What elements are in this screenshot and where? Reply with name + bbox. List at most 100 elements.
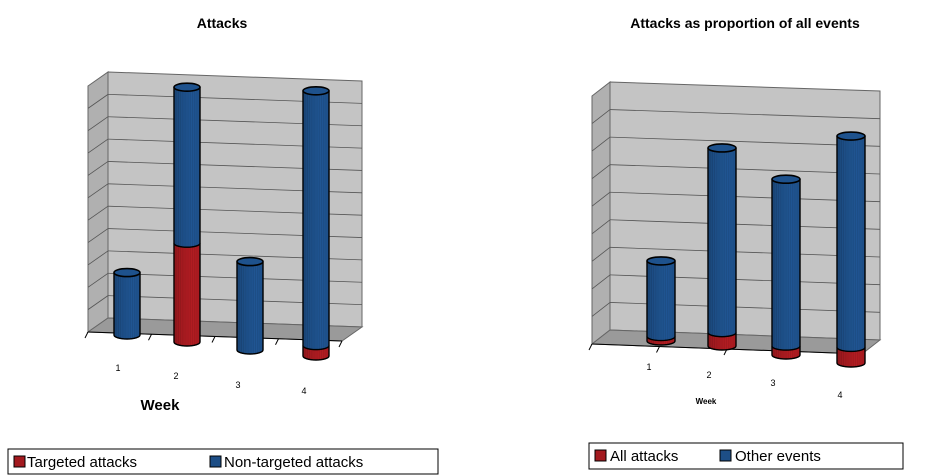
bar-cylinder <box>836 131 866 368</box>
bar-segment <box>113 272 141 340</box>
bar-cylinder <box>113 267 141 340</box>
bar-outline <box>771 179 801 351</box>
x-tick-label: 1 <box>646 362 651 372</box>
x-tick-label: 3 <box>235 380 240 390</box>
gridline <box>609 191 881 203</box>
bar-cylinder <box>173 82 201 347</box>
bar-outline <box>836 136 866 353</box>
bar-cap <box>646 256 676 266</box>
gridline <box>609 164 881 175</box>
bar-outline <box>646 260 676 342</box>
gridline <box>609 219 881 230</box>
bar-outline <box>707 332 737 351</box>
gridline-side <box>591 191 611 207</box>
bar-segment <box>302 90 330 351</box>
bar-cap <box>771 174 801 185</box>
gridline-side <box>87 161 109 176</box>
chart-title: Attacks <box>197 15 248 31</box>
gridline-side <box>87 295 109 310</box>
legend-label-targeted: Targeted attacks <box>27 454 137 471</box>
bar-outline <box>836 347 866 368</box>
bar-outline <box>236 261 264 355</box>
bar-segment <box>836 135 866 353</box>
gridline <box>609 136 881 147</box>
legend-swatch-non-targeted <box>209 455 222 468</box>
bar-segment <box>707 147 737 338</box>
x-tick <box>588 343 593 351</box>
gridline-side <box>87 250 109 266</box>
bar-cap <box>302 86 330 96</box>
gridline-side <box>87 205 109 221</box>
bar-outline <box>173 87 201 248</box>
bar-outline <box>113 272 141 340</box>
x-tick-label: 2 <box>173 371 178 381</box>
bar-cap <box>236 256 264 267</box>
plot-area: 1 2 3 4 <box>588 80 882 400</box>
gridline-side <box>87 272 109 288</box>
legend-swatch-targeted <box>13 455 26 468</box>
legend-label-non-targeted: Non-targeted attacks <box>224 454 363 471</box>
x-axis: 1 2 3 4 <box>588 343 863 400</box>
gridline-side <box>87 138 109 154</box>
bar-segment <box>236 261 264 355</box>
bar-segment <box>646 260 676 342</box>
attacks-chart: Attacks Week Targeted attacks Non-target… <box>7 15 439 475</box>
x-tick <box>211 336 216 343</box>
gridline-side <box>87 228 109 243</box>
bar-outline <box>173 243 201 347</box>
x-tick <box>656 346 660 353</box>
plot-area: 1 2 3 4 <box>84 71 364 396</box>
bar-cylinder <box>707 143 737 351</box>
bar-outline <box>302 90 330 351</box>
x-tick <box>84 331 89 339</box>
x-tick <box>148 334 152 341</box>
x-tick <box>275 338 279 345</box>
gridline-side <box>591 302 611 317</box>
proportion-chart: Attacks as proportion of all events Week… <box>588 15 904 470</box>
gridline-side <box>591 164 611 179</box>
gridline-side <box>591 136 611 152</box>
chart-title: Attacks as proportion of all events <box>630 15 860 31</box>
bar-cylinder <box>646 256 676 346</box>
gridline-side <box>87 183 109 199</box>
legend-label-other-events: Other events <box>735 448 821 465</box>
x-tick-label: 3 <box>770 378 775 388</box>
bar-outline <box>707 147 737 338</box>
bar-cylinder <box>302 86 330 361</box>
legend-box <box>7 448 439 475</box>
x-tick <box>338 340 343 348</box>
bar-segment <box>771 178 801 351</box>
gridline-side <box>591 109 611 124</box>
x-tick-label: 2 <box>706 370 711 380</box>
bar-cap <box>113 267 141 278</box>
gridline-side <box>87 94 109 109</box>
bar-outline <box>771 346 801 360</box>
bar-outline <box>302 345 330 361</box>
x-tick-label: 1 <box>115 363 120 373</box>
bar-outline <box>646 336 676 346</box>
bar-cap <box>707 143 737 153</box>
legend: Targeted attacks Non-targeted attacks <box>7 448 439 475</box>
bar-segment <box>173 86 201 248</box>
x-tick-label: 4 <box>837 390 842 400</box>
bar-cap <box>836 131 866 141</box>
x-tick-label: 4 <box>301 386 306 396</box>
gridline-side <box>591 219 611 235</box>
gridline <box>609 246 881 258</box>
x-axis-label: Week <box>696 397 717 406</box>
legend-swatch-other-events <box>719 449 732 462</box>
bar-cylinder <box>771 174 801 360</box>
bar-segment <box>173 242 201 347</box>
side-wall <box>87 71 109 333</box>
legend: All attacks Other events <box>588 442 904 470</box>
legend-swatch-all-attacks <box>594 449 607 462</box>
gridline-side <box>87 116 109 132</box>
legend-label-all-attacks: All attacks <box>610 448 678 465</box>
x-axis-label: Week <box>141 397 181 414</box>
legend-box <box>588 442 904 470</box>
bar-cylinder <box>236 256 264 355</box>
bar-cap <box>173 82 201 92</box>
gridline <box>609 109 881 120</box>
gridline-side <box>591 274 611 290</box>
